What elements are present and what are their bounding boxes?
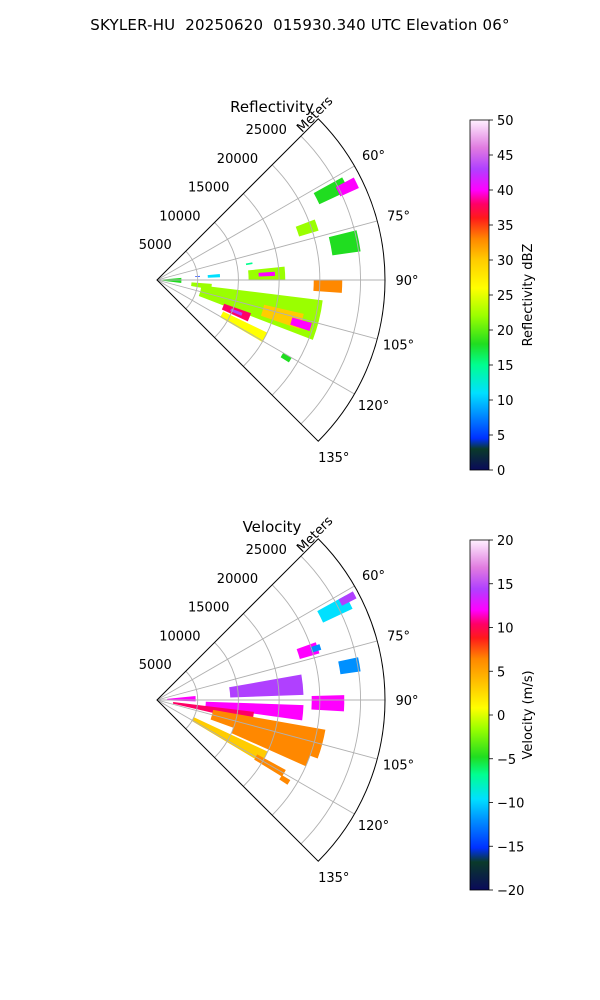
radial-tick-label: 10000 <box>159 209 200 224</box>
data-cell <box>231 722 314 767</box>
colorbar-tick-label: 20 <box>497 324 514 339</box>
angular-gridline <box>156 165 355 281</box>
colorbar-scale <box>469 539 490 891</box>
radial-tick-label: 5000 <box>139 238 172 253</box>
panel-title: Reflectivity <box>230 98 314 116</box>
data-cell <box>311 695 345 712</box>
data-cell <box>338 657 361 675</box>
colorbar-label: Velocity (m/s) <box>521 670 536 759</box>
colorbar: 0 5 10 15 20 25 30 35 40 45 50 Reflectivity dBZ <box>469 114 536 479</box>
data-cell <box>328 230 361 256</box>
data-cell <box>245 262 253 266</box>
colorbar-tick-label: 15 <box>497 578 514 593</box>
angular-gridline <box>156 585 355 701</box>
data-cell <box>295 219 319 237</box>
colorbar-tick-label: 25 <box>497 289 514 304</box>
colorbar-tick-label: 10 <box>497 394 514 409</box>
colorbar-tick-label: 20 <box>497 534 514 549</box>
angular-tick-label: 135° <box>318 451 349 466</box>
angular-gridline <box>156 279 378 340</box>
colorbar-tick-label: 0 <box>497 464 505 479</box>
angular-gridline <box>156 220 378 281</box>
colorbar-tick-label: −10 <box>497 797 524 812</box>
velocity-panel: Velocity 5000 10000 15000 20000 25000 60° 75° 90… <box>139 514 536 899</box>
colorbar-tick-label: 10 <box>497 622 514 637</box>
radial-tick-label: 15000 <box>188 181 229 196</box>
angular-tick-label: 60° <box>362 149 385 164</box>
radial-tick-label: 25000 <box>246 543 287 558</box>
colorbar-tick-label: 30 <box>497 254 514 269</box>
data-cell <box>310 644 322 653</box>
radial-tick-label: 25000 <box>246 123 287 138</box>
angular-tick-label: 105° <box>383 759 414 774</box>
colorbar-tick-label: −5 <box>497 753 516 768</box>
angular-tick-label: 135° <box>318 871 349 886</box>
data-cell <box>335 177 359 197</box>
data-cell <box>220 311 268 342</box>
colorbar-tick-label: 5 <box>497 665 505 680</box>
colorbar-tick-label: 0 <box>497 709 505 724</box>
data-cell <box>230 308 243 316</box>
colorbar-tick-label: 5 <box>497 429 505 444</box>
colorbar-tick-label: 15 <box>497 359 514 374</box>
data-cell <box>167 695 196 702</box>
angular-tick-label: 75° <box>387 209 410 224</box>
angular-gridline <box>156 279 355 395</box>
colorbar-tick-label: −15 <box>497 840 524 855</box>
data-cell <box>229 674 304 698</box>
radial-tick-label: 20000 <box>217 572 258 587</box>
angular-tick-label: 90° <box>395 694 418 709</box>
angular-tick-label: 75° <box>387 629 410 644</box>
colorbar-tick-label: 40 <box>497 184 514 199</box>
data-cell <box>280 352 292 363</box>
colorbar: −20 −15 −10 −5 0 5 10 15 20 Velocity (m/s) <box>469 534 536 899</box>
radial-tick-label: 10000 <box>159 629 200 644</box>
sector-frame <box>156 118 386 442</box>
figure-title: SKYLER-HU 20250620 015930.340 UTC Elevat… <box>90 16 510 34</box>
angular-gridline <box>156 699 355 815</box>
radial-tick-label: 5000 <box>139 658 172 673</box>
angular-tick-label: 120° <box>358 819 389 834</box>
angular-gridline <box>156 699 378 760</box>
data-cell <box>191 717 268 763</box>
data-cells <box>157 177 361 363</box>
data-cell <box>258 271 275 277</box>
angular-tick-label: 120° <box>358 399 389 414</box>
colorbar-tick-label: 50 <box>497 114 514 129</box>
data-cell <box>313 177 349 205</box>
data-cell <box>290 317 312 332</box>
angular-tick-label: 105° <box>383 339 414 354</box>
panel-title: Velocity <box>243 518 302 536</box>
colorbar-scale <box>469 119 490 471</box>
radial-tick-label: 20000 <box>217 152 258 167</box>
reflectivity-panel: Reflectivity 5000 10000 15000 20000 25000 60° 7… <box>139 94 536 479</box>
colorbar-label: Reflectivity dBZ <box>521 244 536 347</box>
colorbar-tick-label: 45 <box>497 149 514 164</box>
data-cell <box>279 775 291 785</box>
colorbar-tick-label: 35 <box>497 219 514 234</box>
data-cell <box>207 273 221 278</box>
data-cell <box>313 280 343 293</box>
angular-tick-label: 90° <box>395 274 418 289</box>
angular-tick-label: 60° <box>362 569 385 584</box>
sector-frame <box>156 538 386 862</box>
data-cell <box>338 591 357 606</box>
colorbar-tick-label: −20 <box>497 884 524 899</box>
radial-tick-label: 15000 <box>188 601 229 616</box>
angular-gridline <box>156 640 378 701</box>
